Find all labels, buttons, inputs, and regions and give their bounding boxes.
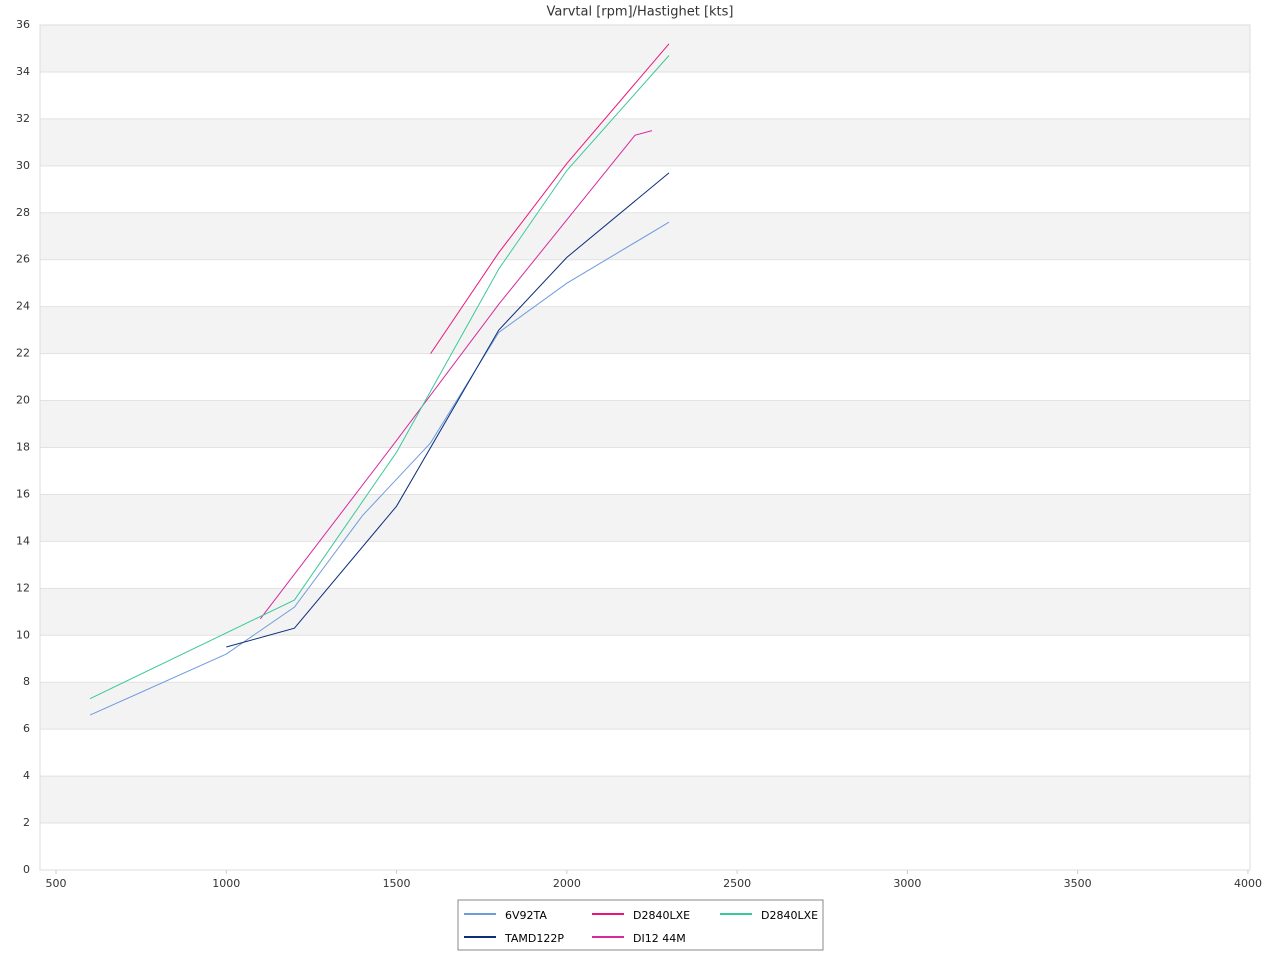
chart-title: Varvtal [rpm]/Hastighet [kts] xyxy=(547,5,734,20)
y-tick-label: 22 xyxy=(16,347,30,360)
grid-band xyxy=(40,306,1250,354)
y-tick-label: 8 xyxy=(23,675,30,688)
y-tick-label: 36 xyxy=(16,18,30,31)
legend-label: TAMD122P xyxy=(504,932,564,945)
plot-frame xyxy=(39,24,1251,871)
x-tick-label: 3000 xyxy=(893,877,921,890)
y-tick-label: 20 xyxy=(16,394,30,407)
x-tick-label: 1000 xyxy=(212,877,240,890)
y-tick-label: 30 xyxy=(16,159,30,172)
bands xyxy=(40,25,1250,824)
series-line xyxy=(226,172,670,648)
y-tick-label: 32 xyxy=(16,112,30,125)
y-tick-label: 6 xyxy=(23,722,30,735)
y-tick-label: 16 xyxy=(16,487,30,500)
legend-label: 6V92TA xyxy=(505,909,547,922)
y-tick-label: 10 xyxy=(16,628,30,641)
x-tick-label: 2500 xyxy=(723,877,751,890)
grid-band xyxy=(40,776,1250,824)
grid-band xyxy=(40,400,1250,448)
legend-label: DI12 44M xyxy=(633,932,686,945)
grid-band xyxy=(40,682,1250,730)
grid-band xyxy=(40,494,1250,542)
y-tick-label: 0 xyxy=(23,863,30,876)
series-line xyxy=(89,221,670,716)
x-tick-label: 500 xyxy=(46,877,67,890)
y-tick-label: 34 xyxy=(16,65,30,78)
grid-band xyxy=(40,588,1250,636)
series-line xyxy=(259,130,653,620)
y-tick-label: 2 xyxy=(23,816,30,829)
series-line xyxy=(89,55,670,700)
y-tick-label: 26 xyxy=(16,253,30,266)
x-tick-label: 2000 xyxy=(553,877,581,890)
y-tick-label: 24 xyxy=(16,300,30,313)
legend-label: D2840LXE xyxy=(761,909,818,922)
legend-box xyxy=(457,899,824,951)
y-tick-label: 12 xyxy=(16,581,30,594)
legend-label: D2840LXE xyxy=(633,909,690,922)
x-tick-label: 1500 xyxy=(383,877,411,890)
x-tick-label: 3500 xyxy=(1064,877,1092,890)
grid-band xyxy=(40,118,1250,166)
y-tick-label: 4 xyxy=(23,769,30,782)
y-tick-label: 28 xyxy=(16,206,30,219)
y-tick-label: 18 xyxy=(16,441,30,454)
grid-band xyxy=(40,25,1250,72)
y-tick-label: 14 xyxy=(16,534,30,547)
x-tick-label: 4000 xyxy=(1234,877,1262,890)
series-line xyxy=(430,43,670,354)
